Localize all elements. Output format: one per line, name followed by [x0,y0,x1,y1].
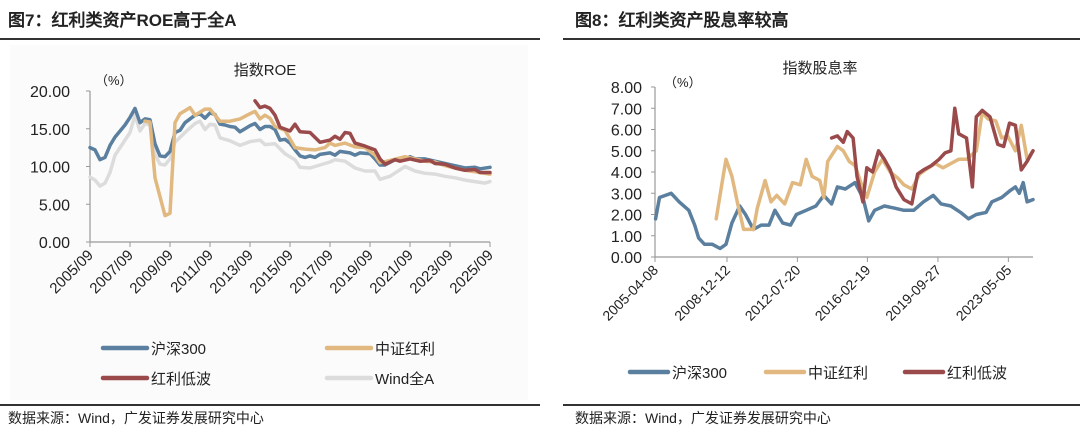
left-chart-background [10,45,528,400]
y-tick-label: 3.00 [611,186,642,203]
legend-label: 沪深300 [151,341,206,358]
legend-label: 沪深300 [672,365,727,382]
legend-label: 中证红利 [808,365,868,382]
x-tick-label: 2023-05-05 [953,262,1015,324]
title-divider-left [0,38,540,40]
figure-8-title: 图8：红利类资产股息率较高 [575,11,789,30]
source-note-right: 数据来源：Wind，广发证券发展研究中心 [575,410,831,426]
y-tick-label: 7.00 [611,101,642,118]
y-tick-label: 15.00 [30,122,70,139]
chart-title: 指数ROE [234,62,297,79]
y-tick-label: 20.00 [30,84,70,101]
y-tick-label: 0.00 [39,235,70,252]
y-tick-label: 10.00 [30,160,70,177]
legend-label: 红利低波 [947,365,1007,382]
source-divider-left [0,404,540,406]
y-tick-label: 1.00 [611,229,642,246]
y-tick-label: 8.00 [611,80,642,97]
legend-label: Wind全A [375,370,434,388]
source-divider-right [563,404,1080,406]
x-tick-label: 2008-12-12 [671,262,733,324]
y-tick-label: 0.00 [611,250,642,267]
x-tick-label: 2019-09-27 [882,262,944,324]
legend-label: 红利低波 [151,371,211,388]
series-line-2 [829,106,1035,206]
dividend-yield-chart: 指数股息率 （%） 0.00 1.00 2.00 3.00 4.00 5.00 6.00 7.00… [599,60,1035,382]
legend-label: 中证红利 [375,341,435,358]
chart-title: 指数股息率 [782,60,857,77]
series-line-2 [253,99,492,175]
y-tick-label: 4.00 [611,165,642,182]
x-tick-label: 2005-04-08 [599,262,661,324]
series-line-3 [88,113,492,188]
y-tick-label: 5.00 [611,144,642,161]
figure-7-title: 图7：红利类资产ROE高于全A [8,11,237,30]
y-tick-label: 5.00 [39,197,70,214]
series-line-0 [653,180,1035,251]
y-tick-label: 6.00 [611,123,642,140]
title-divider-right [563,38,1080,40]
y-tick-label: 2.00 [611,208,642,225]
y-unit-label: （%） [664,75,702,90]
source-note-left: 数据来源：Wind，广发证券发展研究中心 [8,410,264,426]
x-tick-label: 2016-02-19 [812,262,874,324]
y-unit-label: （%） [95,73,133,88]
x-tick-label: 2012-07-20 [742,262,804,324]
